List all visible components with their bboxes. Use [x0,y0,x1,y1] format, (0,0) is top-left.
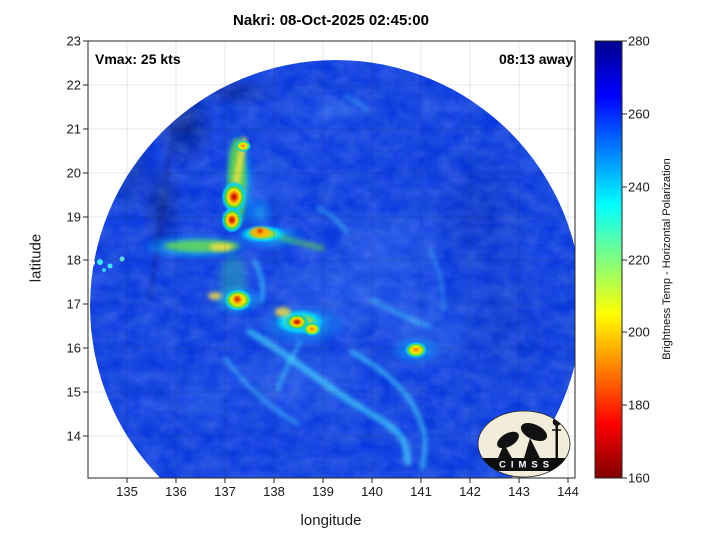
y-tick-label: 17 [66,296,81,312]
colorbar-tick-label: 200 [628,324,650,340]
y-tick-label: 15 [66,384,81,400]
y-tick-label: 18 [66,252,81,268]
x-tick-label: 139 [312,484,334,499]
y-tick-label: 21 [66,121,81,137]
x-tick-label: 142 [459,484,481,499]
plot-frame [83,40,576,483]
y-tick-label: 19 [66,209,81,225]
x-tick-label: 140 [361,484,383,499]
colorbar-tick-label: 240 [628,179,650,195]
x-tick-label: 137 [214,484,236,499]
vmax-annotation: Vmax: 25 kts [95,51,181,67]
x-tick-label: 135 [116,484,138,499]
y-tick-label: 14 [66,428,81,444]
figure-title: Nakri: 08-Oct-2025 02:45:00 [233,12,429,29]
colorbar-tick-label: 260 [628,106,650,122]
x-tick-label: 138 [263,484,285,499]
colorbar-tick-marks [622,40,627,479]
cimss-logo-text: CIMSS [498,459,555,471]
x-tick-label: 141 [410,484,432,499]
colorbar-label: Brightness Temp - Horizontal Polarizatio… [661,158,673,360]
colorbar-tick-label: 220 [628,252,650,268]
axis-tick-marks [83,40,569,483]
colorbar-tick-label: 160 [628,470,650,486]
y-tick-label: 20 [66,165,81,181]
x-tick-label: 144 [557,484,579,499]
y-tick-label: 23 [66,33,81,49]
x-axis-label: longitude [300,512,362,529]
grid-lines [88,41,575,478]
microwave-swath-image [90,60,575,478]
y-axis-label: latitude [27,233,45,283]
cimss-logo [477,410,571,478]
time-offset-annotation: 08:13 away [499,51,573,67]
colorbar-tick-label: 280 [628,33,650,49]
y-tick-label: 16 [66,340,81,356]
x-tick-label: 143 [508,484,530,499]
colorbar-tick-label: 180 [628,397,650,413]
y-tick-label: 22 [66,77,81,93]
colorbar [594,40,627,479]
x-tick-label: 136 [165,484,187,499]
